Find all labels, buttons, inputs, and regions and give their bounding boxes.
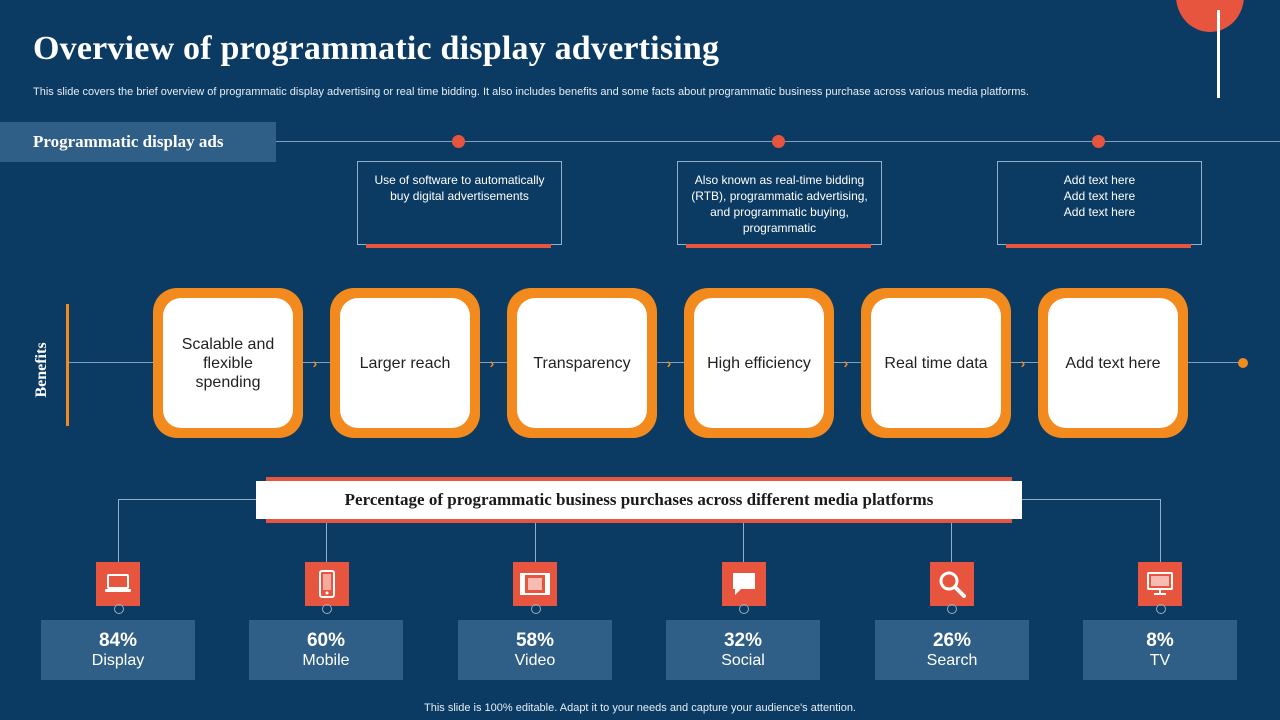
connector-line <box>1022 499 1160 500</box>
ads-info-underline <box>1006 244 1191 248</box>
platform-percentage: 26% <box>932 630 972 651</box>
benefit-card: Add text here <box>1038 288 1188 438</box>
platform-name: Search <box>926 652 978 669</box>
ads-section-label: Programmatic display ads <box>0 122 276 162</box>
video-icon <box>513 562 557 606</box>
benefit-label: Real time data <box>871 298 1001 428</box>
ads-info-box: Add text here Add text here Add text her… <box>997 161 1202 248</box>
connector-hook <box>531 604 541 614</box>
search-icon <box>930 562 974 606</box>
ads-info-box: Use of software to automatically buy dig… <box>357 161 562 248</box>
chevron-right-icon: › <box>843 355 849 371</box>
connector-hook <box>1156 604 1166 614</box>
platform-percentage: 32% <box>723 630 763 651</box>
connector-line <box>743 523 744 562</box>
platform-stat-box: 8% TV <box>1083 620 1237 680</box>
platform-name: Video <box>514 652 556 669</box>
connector-hook <box>739 604 749 614</box>
platform-stat-box: 60% Mobile <box>249 620 403 680</box>
page-title: Overview of programmatic display adverti… <box>33 30 720 67</box>
mobile-icon <box>305 562 349 606</box>
benefit-label: Add text here <box>1048 298 1178 428</box>
benefit-card: Larger reach <box>330 288 480 438</box>
laptop-icon <box>96 562 140 606</box>
platform-name: TV <box>1149 652 1171 669</box>
benefits-vertical-line <box>66 304 69 426</box>
connector-hook <box>114 604 124 614</box>
platforms-title-bar <box>266 477 1012 481</box>
ads-timeline-dot <box>772 135 785 148</box>
decorative-line <box>1217 10 1220 98</box>
tv-icon <box>1138 562 1182 606</box>
platform-percentage: 8% <box>1146 630 1174 651</box>
ads-info-text: Also known as real-time bidding (RTB), p… <box>691 173 868 235</box>
chevron-right-icon: › <box>1020 355 1026 371</box>
benefit-label: Scalable and flexible spending <box>163 298 293 428</box>
platform-percentage: 84% <box>98 630 138 651</box>
benefit-label: Transparency <box>517 298 647 428</box>
platform-name: Display <box>91 652 145 669</box>
chevron-right-icon: › <box>489 355 495 371</box>
benefit-card: Transparency <box>507 288 657 438</box>
connector-hook <box>947 604 957 614</box>
benefit-label: Larger reach <box>340 298 470 428</box>
platforms-title: Percentage of programmatic business purc… <box>256 481 1022 519</box>
benefits-label-text: Benefits <box>33 342 50 398</box>
connector-line <box>326 523 327 562</box>
platform-percentage: 60% <box>306 630 346 651</box>
benefits-section-label: Benefits <box>22 340 62 400</box>
ads-timeline-dot <box>452 135 465 148</box>
connector-line <box>118 499 119 562</box>
page-subtitle: This slide covers the brief overview of … <box>33 86 1029 98</box>
benefits-end-dot <box>1238 358 1248 368</box>
platform-stat-box: 32% Social <box>666 620 820 680</box>
benefit-card: Scalable and flexible spending <box>153 288 303 438</box>
platform-percentage: 58% <box>515 630 555 651</box>
platform-stat-box: 84% Display <box>41 620 195 680</box>
connector-hook <box>322 604 332 614</box>
connector-line <box>951 523 952 562</box>
ads-info-box: Also known as real-time bidding (RTB), p… <box>677 161 882 248</box>
platform-stat-box: 26% Search <box>875 620 1029 680</box>
ads-timeline-dot <box>1092 135 1105 148</box>
platform-stat-box: 58% Video <box>458 620 612 680</box>
ads-info-underline <box>686 244 871 248</box>
connector-line <box>535 523 536 562</box>
benefit-card: High efficiency <box>684 288 834 438</box>
platform-name: Social <box>721 652 765 669</box>
chevron-right-icon: › <box>666 355 672 371</box>
connector-line <box>118 499 256 500</box>
benefit-card: Real time data <box>861 288 1011 438</box>
ads-info-text: Use of software to automatically buy dig… <box>374 173 545 203</box>
chat-icon <box>722 562 766 606</box>
platform-name: Mobile <box>302 652 350 669</box>
benefit-label: High efficiency <box>694 298 824 428</box>
footer-note: This slide is 100% editable. Adapt it to… <box>424 702 856 714</box>
decorative-circle <box>1176 0 1244 32</box>
ads-info-text: Add text here Add text here Add text her… <box>1063 173 1136 219</box>
connector-line <box>1160 499 1161 562</box>
chevron-right-icon: › <box>312 355 318 371</box>
ads-info-underline <box>366 244 551 248</box>
platforms-title-bar <box>266 519 1012 523</box>
